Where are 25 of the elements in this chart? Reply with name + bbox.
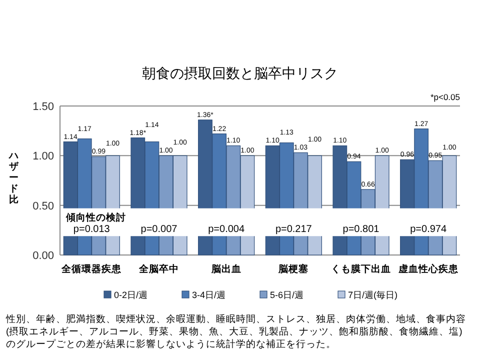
annotation: p=0.004	[208, 224, 245, 236]
y-tick-label: 0.00	[32, 250, 54, 262]
legend-label: 0-2日/週	[114, 290, 148, 300]
text: *p<0.05	[430, 92, 460, 102]
annotation: p=0.974	[410, 224, 447, 236]
y-tick-label: 1.00	[32, 150, 54, 163]
y-tick-label: 0.50	[32, 200, 54, 212]
legend-label: 5-6日/週	[270, 290, 304, 300]
annotation: p=0.801	[342, 224, 380, 236]
annotation: 傾向性の検討	[65, 211, 126, 224]
x-tick-label: くも膜下出血	[331, 263, 392, 275]
text: 性別、年齢、肥満指数、喫煙状況、余暇運動、睡眠時間、ストレス、独居、肉体労働、地域、食事内容(摂取エネルギー、アルコール、野菜、果物、魚、大豆、乳製品、ナッツ、飽和脂肪酸、食物繊維、塩)のグループごとの差が結果に影響しないように統計学的な補正を行った。	[5, 313, 466, 350]
legend-label: 7日/週(毎日)	[348, 290, 398, 300]
x-tick-label: 脳梗塞	[278, 263, 309, 275]
y-axis-title: ハザード比	[8, 150, 20, 206]
annotation: p=0.217	[275, 224, 312, 236]
x-tick-label: 脳出血	[210, 263, 242, 275]
legend-label: 3-4日/週	[192, 290, 226, 300]
annotation: p=0.013	[73, 224, 110, 236]
x-tick-label: 全循環器疾患	[60, 263, 123, 275]
annotation: p=0.007	[140, 224, 178, 236]
x-tick-label: 全脳卒中	[138, 263, 179, 275]
x-tick-label: 虚血性心疾患	[397, 263, 460, 275]
y-tick-label: 1.50	[32, 101, 54, 113]
chart-title: 朝食の摂取回数と脳卒中リスク	[142, 65, 338, 81]
